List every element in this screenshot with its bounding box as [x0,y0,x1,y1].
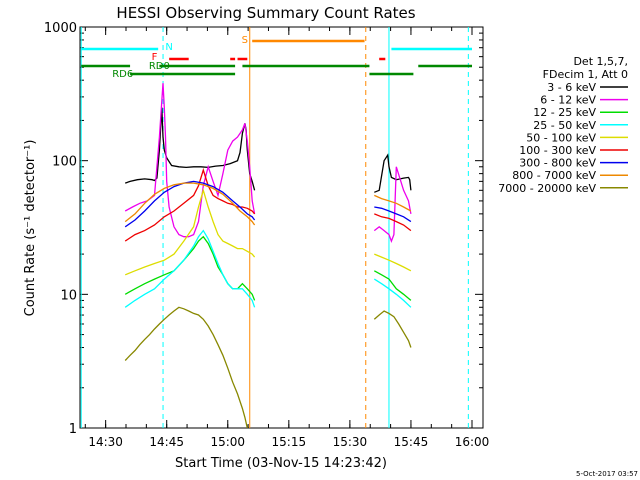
axes: 14:30 14:45 15:00 15:15 15:30 15:45 16:00 1 10 10… [44,21,489,449]
y-axis-label: Count Rate (s⁻¹ detector⁻¹) [23,140,38,317]
series-line [373,278,412,308]
series-line [124,306,248,428]
series-line [124,83,256,238]
legend-label: 25 - 50 keV [533,119,596,132]
series-line [373,310,412,348]
timestamp: 5-Oct-2017 03:57 [576,470,638,478]
legend-label: 100 - 300 keV [519,144,596,157]
series-line [124,187,256,276]
series-group [124,83,412,428]
x-tick-label: 14:30 [88,435,123,449]
y-tick-label: 10 [60,288,77,303]
plot-frame [79,26,484,429]
legend-label: 7000 - 20000 keV [498,182,596,195]
legend-label: 12 - 25 keV [533,106,596,119]
x-tick-label: 14:45 [149,435,184,449]
legend-label: 50 - 100 keV [526,131,596,144]
flag-label: N [165,42,172,53]
x-tick-label: 15:15 [272,435,307,449]
x-tick-label: 15:30 [333,435,368,449]
flag-label: F [152,52,158,63]
y-tick-label: 1 [69,422,77,437]
y-tick-label: 1000 [44,21,77,36]
series-line [374,213,412,232]
x-tick-label: 15:00 [210,435,245,449]
series-line [374,194,412,212]
legend-label: 6 - 12 keV [540,94,596,107]
series-line [124,229,256,308]
decimation-info: FDecim 1, Att 0 [543,68,628,81]
series-line [373,270,412,301]
series-line [124,235,256,301]
y-tick-label: 100 [52,155,77,170]
detector-info: Det 1,5,7, [573,55,628,68]
series-line [374,253,412,272]
flag-label: S [242,35,248,46]
series-line [374,153,412,193]
x-tick-label: 16:00 [455,435,490,449]
legend-label: 3 - 6 keV [547,81,596,94]
flag-label: RD6 [112,69,133,80]
series-line [373,166,412,243]
series-line [124,180,256,228]
series-line [124,107,256,191]
legend-label: 300 - 800 keV [519,157,596,170]
time-markers [80,27,469,428]
series-line [374,206,412,223]
legend-label: 800 - 7000 keV [512,169,596,182]
flag-label: RD0 [149,61,170,72]
chart-title: HESSI Observing Summary Count Rates [116,4,415,22]
x-tick-label: 15:45 [394,435,429,449]
series-line [124,182,256,226]
x-axis-label: Start Time (03-Nov-15 14:23:42) [175,456,387,471]
